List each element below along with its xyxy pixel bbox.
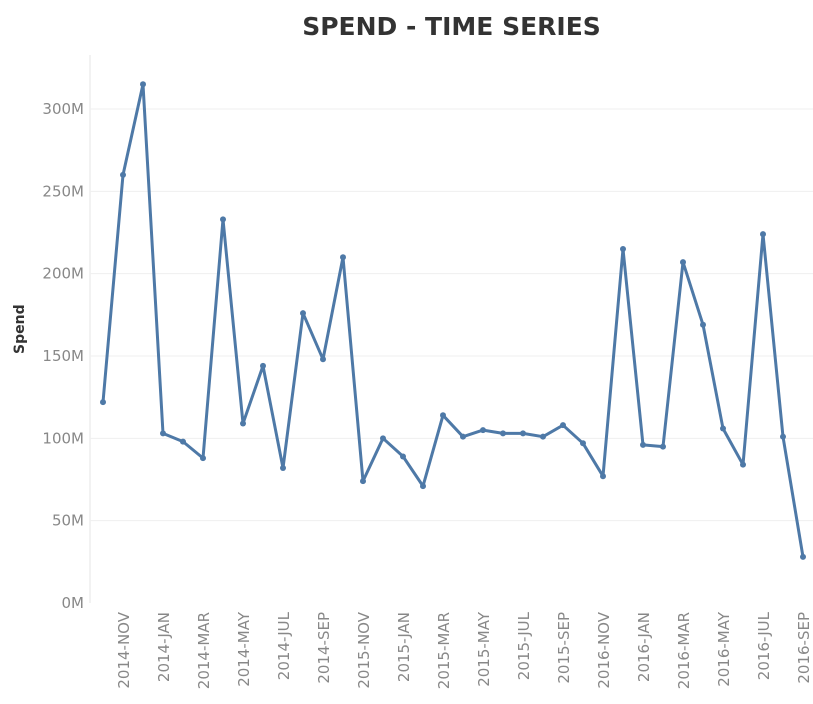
series-layer <box>100 81 806 560</box>
data-point[interactable] <box>180 438 186 445</box>
data-point[interactable] <box>720 425 726 432</box>
x-tick-label: 2015-MAR <box>435 612 453 689</box>
data-point[interactable] <box>320 356 326 363</box>
x-tick-label: 2015-NOV <box>355 611 373 688</box>
data-point[interactable] <box>340 254 346 261</box>
x-tick-label: 2014-MAR <box>195 612 213 689</box>
y-tick-label: 250M <box>42 182 84 200</box>
data-point[interactable] <box>240 420 246 427</box>
x-tick-label: 2016-JAN <box>635 612 653 682</box>
data-point[interactable] <box>480 427 486 434</box>
data-point[interactable] <box>160 430 166 437</box>
y-axis: 0M 50M 100M 150M 200M 250M 300M <box>42 100 84 612</box>
x-tick-label: 2016-MAR <box>675 612 693 689</box>
data-point[interactable] <box>580 440 586 447</box>
x-tick-label: 2015-SEP <box>555 612 573 684</box>
y-tick-label: 300M <box>42 100 84 118</box>
y-tick-label: 150M <box>42 347 84 365</box>
data-point[interactable] <box>300 310 306 317</box>
data-point[interactable] <box>760 231 766 238</box>
data-point[interactable] <box>280 464 286 471</box>
data-point[interactable] <box>400 453 406 460</box>
x-tick-label: 2016-SEP <box>795 612 813 684</box>
data-point[interactable] <box>540 433 546 440</box>
data-point[interactable] <box>440 412 446 419</box>
data-point[interactable] <box>660 443 666 450</box>
data-point[interactable] <box>700 321 706 328</box>
data-point[interactable] <box>200 455 206 462</box>
chart-title: SPEND - TIME SERIES <box>302 12 601 41</box>
y-tick-label: 50M <box>52 512 84 530</box>
data-point[interactable] <box>420 483 426 490</box>
x-tick-label: 2014-NOV <box>115 611 133 688</box>
data-point[interactable] <box>120 171 126 178</box>
series-line <box>101 82 805 558</box>
x-axis: 2014-NOV 2014-JAN 2014-MAR 2014-MAY 2014-JUL… <box>115 611 813 689</box>
data-point[interactable] <box>560 422 566 429</box>
data-point[interactable] <box>100 399 106 406</box>
data-point[interactable] <box>740 461 746 468</box>
x-tick-label: 2016-NOV <box>595 611 613 688</box>
x-tick-label: 2014-JUL <box>275 611 293 680</box>
data-point[interactable] <box>500 430 506 437</box>
y-tick-label: 100M <box>42 429 84 447</box>
data-point[interactable] <box>600 473 606 480</box>
x-tick-label: 2015-MAY <box>475 611 493 687</box>
y-tick-label: 0M <box>62 594 85 612</box>
data-point[interactable] <box>640 441 646 448</box>
x-tick-label: 2015-JAN <box>395 612 413 682</box>
x-tick-label: 2016-MAY <box>715 611 733 687</box>
data-point[interactable] <box>360 478 366 485</box>
data-point[interactable] <box>220 216 226 223</box>
data-point[interactable] <box>620 245 626 252</box>
data-point[interactable] <box>780 433 786 440</box>
y-tick-label: 200M <box>42 265 84 283</box>
x-tick-label: 2015-JUL <box>515 611 533 680</box>
x-tick-label: 2014-JAN <box>155 612 173 682</box>
data-point[interactable] <box>460 433 466 440</box>
x-tick-label: 2014-SEP <box>315 612 333 684</box>
data-point[interactable] <box>800 553 806 560</box>
data-point[interactable] <box>140 81 146 88</box>
data-point[interactable] <box>260 362 266 369</box>
x-tick-label: 2014-MAY <box>235 611 253 687</box>
data-point[interactable] <box>680 259 686 266</box>
data-point[interactable] <box>520 430 526 437</box>
x-tick-label: 2016-JUL <box>755 611 773 680</box>
data-point[interactable] <box>380 435 386 442</box>
